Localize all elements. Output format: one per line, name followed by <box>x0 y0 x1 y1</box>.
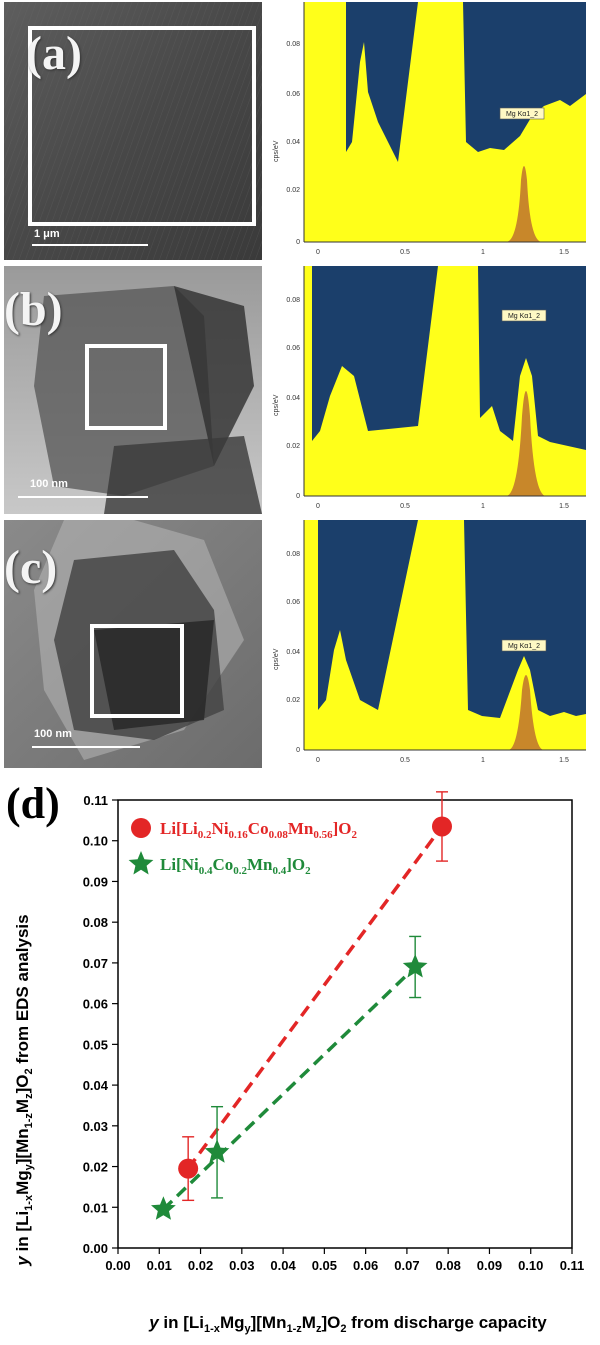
tem-image-a: (a) 1 μm <box>4 2 262 260</box>
eds-y-label-c: cps/eV <box>273 648 280 670</box>
x-tick-label: 0.03 <box>229 1258 254 1273</box>
panel-a: (a) 1 μm cps/eV 0 0.02 0.04 0.06 0.08 0 … <box>0 0 600 262</box>
eds-spectrum-c: cps/eV 0 0.02 0.04 0.06 0.08 0 0.5 1 1.5… <box>268 520 586 768</box>
panel-label-b: (b) <box>4 283 63 336</box>
svg-text:0.02: 0.02 <box>286 443 300 450</box>
y-tick-label: 0.05 <box>83 1037 108 1052</box>
y-tick-label: 0.06 <box>83 997 108 1012</box>
svg-text:0: 0 <box>316 249 320 256</box>
y-tick-label: 0.11 <box>83 793 108 808</box>
scale-bar-label-c: 100 nm <box>34 728 72 740</box>
legend-marker-series-1 <box>128 851 154 875</box>
svg-text:0.06: 0.06 <box>286 91 300 98</box>
svg-text:0.06: 0.06 <box>286 599 300 606</box>
scale-bar-a <box>32 244 148 246</box>
panel-label-a: (a) <box>26 27 82 80</box>
eds-spectrum-b: cps/eV 0 0.02 0.04 0.06 0.08 0 0.5 1 1.5… <box>268 266 586 514</box>
svg-text:0: 0 <box>296 747 300 754</box>
svg-text:0: 0 <box>296 493 300 500</box>
svg-text:1.5: 1.5 <box>559 757 569 764</box>
peak-label-a: Mg Kα1_2 <box>506 111 538 118</box>
fit-line-series-0 <box>186 825 444 1170</box>
svg-text:1.5: 1.5 <box>559 503 569 510</box>
y-tick-label: 0.07 <box>83 956 108 971</box>
legend-marker-series-0 <box>131 818 151 838</box>
data-point-series-1 <box>151 1196 176 1220</box>
svg-text:0.5: 0.5 <box>400 757 410 764</box>
scale-bar-c <box>32 746 140 748</box>
fit-line-series-1 <box>162 965 417 1211</box>
x-tick-label: 0.06 <box>353 1258 378 1273</box>
tem-texture-a <box>4 2 262 260</box>
x-tick-label: 0.01 <box>147 1258 172 1273</box>
data-point-series-0 <box>178 1158 199 1179</box>
plot-area-frame <box>117 799 573 1249</box>
svg-text:0: 0 <box>296 239 300 246</box>
data-point-series-1 <box>204 1139 230 1163</box>
data-point-series-0 <box>431 816 452 837</box>
peak-label-c: Mg Kα1_2 <box>508 643 540 650</box>
svg-text:0: 0 <box>316 503 320 510</box>
panel-label-d: (d) <box>6 779 60 828</box>
y-tick-label: 0.03 <box>83 1119 108 1134</box>
svg-text:0.02: 0.02 <box>286 187 300 194</box>
svg-text:0: 0 <box>316 757 320 764</box>
panel-c: (c) 100 nm cps/eV 0 0.02 0.04 0.06 0.08 … <box>0 518 600 770</box>
x-tick-label: 0.11 <box>560 1258 585 1273</box>
svg-text:0.08: 0.08 <box>286 297 300 304</box>
peak-label-b: Mg Kα1_2 <box>508 313 540 320</box>
svg-text:0.5: 0.5 <box>400 503 410 510</box>
scale-bar-label-b: 100 nm <box>30 478 68 490</box>
svg-text:0.04: 0.04 <box>286 139 300 146</box>
eds-y-label-b: cps/eV <box>273 394 280 416</box>
y-tick-label: 0.02 <box>83 1160 108 1175</box>
y-tick-label: 0.10 <box>83 834 108 849</box>
x-tick-label: 0.00 <box>105 1258 130 1273</box>
x-tick-label: 0.05 <box>312 1258 337 1273</box>
x-tick-label: 0.10 <box>518 1258 543 1273</box>
eds-y-label-a: cps/eV <box>273 140 280 162</box>
tem-image-c: (c) 100 nm <box>4 520 262 768</box>
x-tick-label: 0.07 <box>394 1258 419 1273</box>
svg-text:1: 1 <box>481 249 485 256</box>
svg-text:1.5: 1.5 <box>559 249 569 256</box>
y-tick-label: 0.01 <box>83 1200 108 1215</box>
svg-text:1: 1 <box>481 503 485 510</box>
tem-image-b: (b) 100 nm <box>4 266 262 514</box>
legend-label-series-1: Li[Ni0.4Co0.2Mn0.4]O2 <box>160 855 311 877</box>
panel-label-c: (c) <box>4 541 58 594</box>
eds-spectrum-a: cps/eV 0 0.02 0.04 0.06 0.08 0 0.5 1 1.5… <box>268 2 586 260</box>
x-tick-label: 0.02 <box>188 1258 213 1273</box>
svg-text:0.02: 0.02 <box>286 697 300 704</box>
y-tick-label: 0.09 <box>83 874 108 889</box>
scale-bar-label-a: 1 μm <box>34 228 60 240</box>
legend-label-series-0: Li[Li0.2Ni0.16Co0.08Mn0.56]O2 <box>160 819 357 841</box>
svg-text:0.08: 0.08 <box>286 551 300 558</box>
y-tick-label: 0.08 <box>83 915 108 930</box>
data-point-series-1 <box>402 954 428 978</box>
svg-text:0.06: 0.06 <box>286 345 300 352</box>
scale-bar-b <box>18 496 148 498</box>
svg-text:0.04: 0.04 <box>286 395 300 402</box>
y-tick-label: 0.00 <box>83 1241 108 1256</box>
svg-text:1: 1 <box>481 757 485 764</box>
x-axis-label: y in [Li1-xMgy][Mn1-zMz]O2 from discharg… <box>148 1313 547 1335</box>
x-tick-label: 0.08 <box>436 1258 461 1273</box>
svg-text:0.08: 0.08 <box>286 41 300 48</box>
x-tick-label: 0.04 <box>270 1258 296 1273</box>
svg-text:0.04: 0.04 <box>286 649 300 656</box>
panel-b: (b) 100 nm cps/eV 0 0.02 0.04 0.06 0.08 … <box>0 264 600 516</box>
chart-canvas: (d) 0.00 0.01 0.02 0.03 0.04 0.05 0.06 0.07 0.08… <box>6 779 585 1335</box>
y-axis-label: y in [Li1-xMgy][Mn1-zMz]O2 from EDS anal… <box>13 914 35 1266</box>
x-tick-label: 0.09 <box>477 1258 502 1273</box>
y-tick-label: 0.04 <box>83 1078 109 1093</box>
scatter-chart-d: (d) 0.00 0.01 0.02 0.03 0.04 0.05 0.06 0.07 0.08… <box>0 760 600 1340</box>
svg-text:0.5: 0.5 <box>400 249 410 256</box>
